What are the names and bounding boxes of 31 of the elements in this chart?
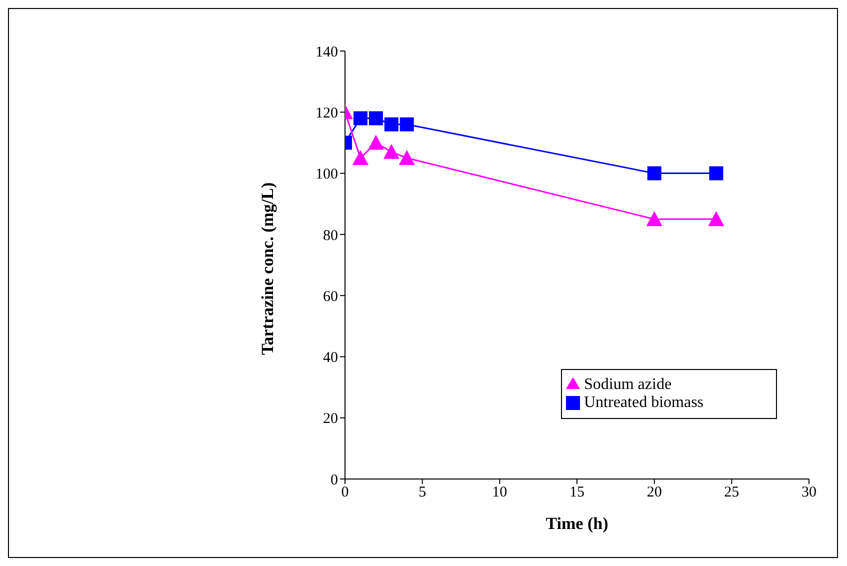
point (383, 144, 400, 159)
x-tick-label: 30 (802, 484, 816, 501)
point (708, 211, 724, 226)
x-axis-title: Time (h) (546, 514, 608, 533)
x-tick-label: 20 (646, 484, 662, 501)
point (384, 117, 398, 132)
y-axis-title: Tartrazine conc. (mg/L) (258, 182, 278, 355)
y-tick-label: 60 (323, 288, 338, 305)
y-tick-label: 100 (316, 166, 338, 183)
y-tick-label: 120 (316, 105, 338, 122)
point (646, 211, 662, 226)
y-tick-label: 20 (323, 411, 338, 428)
x-tick-label: 15 (570, 484, 584, 501)
point (647, 166, 662, 180)
point (398, 150, 415, 165)
y-tick-label: 80 (323, 228, 338, 244)
y-tick-label: 40 (323, 350, 338, 366)
y-tick-label: 0 (330, 472, 338, 488)
legend-label: Untreated biomass (584, 394, 704, 411)
point (709, 166, 724, 180)
point (400, 117, 414, 132)
point (368, 111, 383, 126)
x-tick-label: 10 (492, 484, 508, 501)
point (368, 134, 384, 150)
legend-label: Sodium azide (584, 376, 672, 393)
point (353, 111, 368, 126)
x-tick-label: 25 (724, 484, 740, 501)
point (352, 150, 368, 165)
x-tick-label: 0 (341, 484, 349, 501)
y-tick-label: 140 (316, 44, 338, 60)
x-tick-label: 5 (418, 484, 426, 501)
